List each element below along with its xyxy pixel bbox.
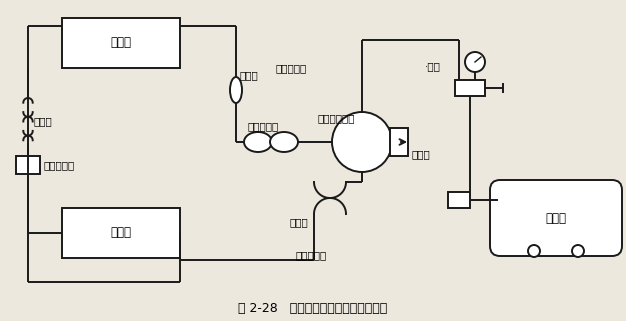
Text: ·通阀: ·通阀 — [425, 61, 441, 71]
Bar — [455, 80, 485, 96]
Ellipse shape — [244, 132, 272, 152]
Text: 气液分离器: 气液分离器 — [248, 121, 279, 131]
Circle shape — [332, 112, 392, 172]
Text: 旋转式压缩机: 旋转式压缩机 — [318, 113, 356, 123]
Text: 干燥过滤器: 干燥过滤器 — [44, 160, 75, 170]
Text: 工艺管: 工艺管 — [412, 149, 431, 159]
Circle shape — [465, 52, 485, 72]
Bar — [390, 128, 408, 156]
Text: 高压排气管: 高压排气管 — [295, 250, 326, 260]
Circle shape — [528, 245, 540, 257]
Text: 图 2-28   单侧抽真空系统连接图（二）: 图 2-28 单侧抽真空系统连接图（二） — [239, 301, 387, 315]
Bar — [62, 18, 180, 68]
Text: 真空泵: 真空泵 — [545, 212, 567, 224]
Ellipse shape — [230, 77, 242, 103]
Text: 蒸发器: 蒸发器 — [111, 37, 131, 49]
Text: 毛细管: 毛细管 — [33, 117, 52, 126]
Text: 低压吸气管: 低压吸气管 — [275, 63, 306, 73]
Bar — [62, 208, 180, 258]
Text: 除露管: 除露管 — [290, 217, 309, 227]
Text: 单向阀: 单向阀 — [240, 70, 259, 80]
Bar — [448, 192, 470, 208]
FancyBboxPatch shape — [490, 180, 622, 256]
Bar — [16, 156, 40, 174]
Ellipse shape — [270, 132, 298, 152]
Circle shape — [572, 245, 584, 257]
Text: 冷凝器: 冷凝器 — [111, 227, 131, 239]
